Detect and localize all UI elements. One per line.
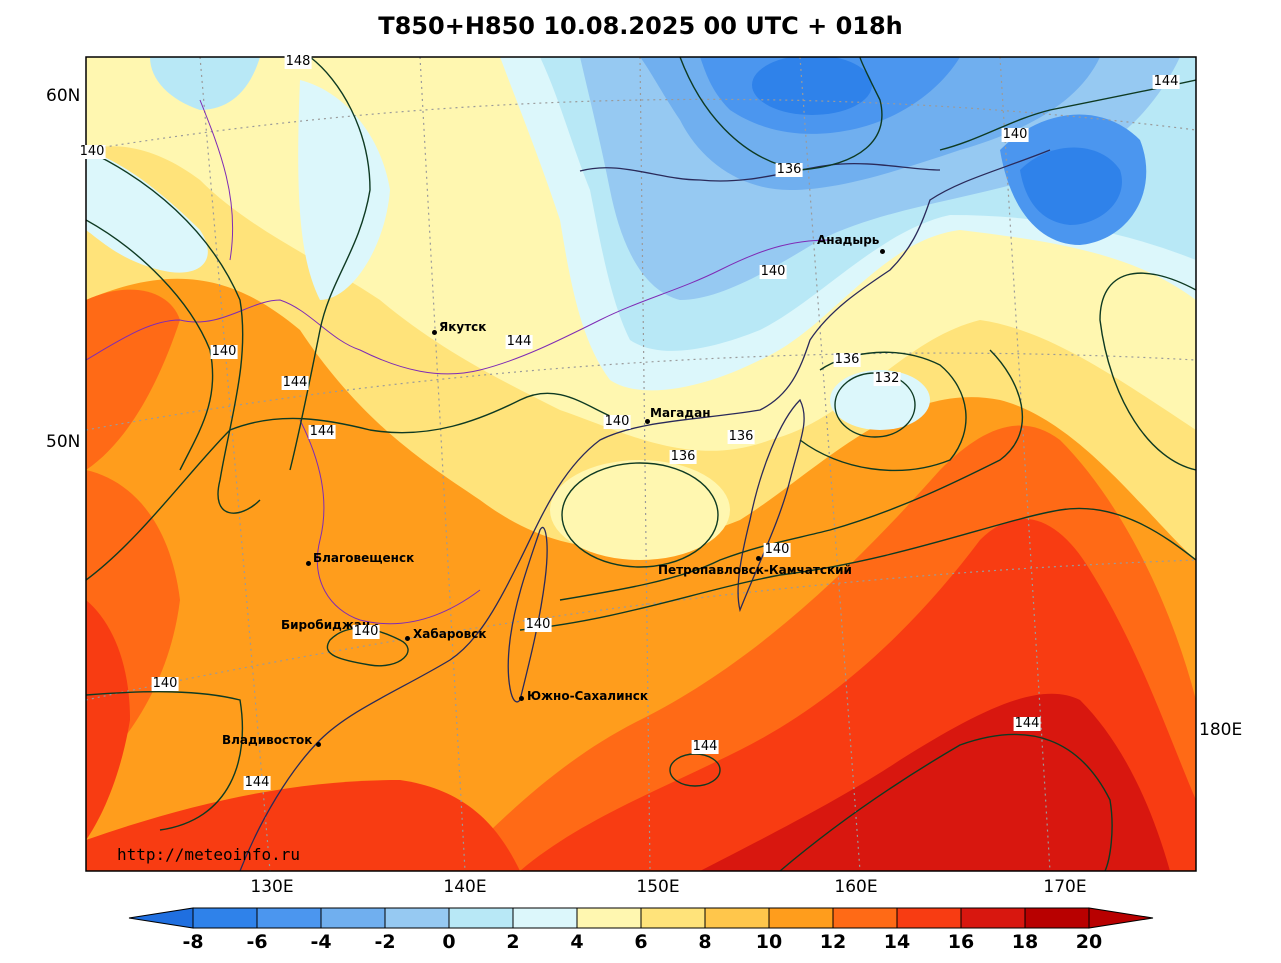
city-vladivostok: Владивосток	[222, 733, 313, 747]
contour-label: 140	[1001, 127, 1029, 142]
colorbar-cell	[576, 907, 642, 929]
colorbar-cell	[640, 907, 706, 929]
colorbar-max-arrow	[1088, 907, 1154, 929]
city-yuzhno-sakhalinsk: Южно-Сахалинск	[527, 689, 649, 703]
city-marker	[432, 330, 437, 335]
contour-label: 144	[243, 775, 271, 790]
colorbar-cell	[512, 907, 578, 929]
map-frame	[85, 56, 1197, 872]
contour-label: 136	[669, 449, 697, 464]
contour-label: 136	[833, 352, 861, 367]
colorbar	[128, 907, 1154, 929]
contour-label: 140	[524, 617, 552, 632]
colorbar-cell	[384, 907, 450, 929]
colorbar-cell	[896, 907, 962, 929]
contour-label: 140	[352, 624, 380, 639]
city-marker	[519, 696, 524, 701]
lon-label-130e: 130E	[250, 877, 294, 897]
colorbar-cell	[704, 907, 770, 929]
contour-label: 144	[1013, 716, 1041, 731]
contour-label: 144	[308, 424, 336, 439]
colorbar-tick-label: -6	[246, 931, 268, 953]
colorbar-cell	[320, 907, 386, 929]
contour-label: 140	[210, 344, 238, 359]
colorbar-tick-label: 14	[883, 931, 911, 953]
temperature-field	[86, 57, 1196, 871]
contour-label: 140	[78, 144, 106, 159]
city-blagoveshchensk: Благовещенск	[313, 551, 415, 565]
colorbar-cell	[256, 907, 322, 929]
contour-label: 140	[759, 264, 787, 279]
colorbar-tick-label: 20	[1075, 931, 1103, 953]
colorbar-tick-label: 18	[1011, 931, 1039, 953]
graticule	[86, 57, 1196, 871]
contour-label: 144	[281, 375, 309, 390]
colorbar-tick-label: 8	[698, 931, 712, 953]
colorbar-tick-label: 2	[506, 931, 520, 953]
colorbar-tick-label: 0	[442, 931, 456, 953]
city-khabarovsk: Хабаровск	[413, 627, 487, 641]
city-petropavlovsk: Петропавловск-Камчатский	[658, 563, 852, 577]
colorbar-cell	[448, 907, 514, 929]
colorbar-tick-label: -8	[182, 931, 204, 953]
lon-label-140e: 140E	[443, 877, 487, 897]
contour-label: 136	[727, 429, 755, 444]
colorbar-tick-label: 4	[570, 931, 584, 953]
colorbar-tick-label: 10	[755, 931, 783, 953]
city-marker	[645, 419, 650, 424]
city-anadyr: Анадырь	[817, 233, 880, 247]
colorbar-cell	[768, 907, 834, 929]
contour-label: 144	[1152, 74, 1180, 89]
colorbar-cell	[832, 907, 898, 929]
city-marker	[316, 742, 321, 747]
colorbar-tick-label: 12	[819, 931, 847, 953]
lon-label-160e: 160E	[834, 877, 878, 897]
contour-label: 140	[763, 542, 791, 557]
lon-label-150e: 150E	[636, 877, 680, 897]
city-magadan: Магадан	[650, 406, 711, 420]
source-url: http://meteoinfo.ru	[117, 845, 301, 864]
lon-label-180e: 180E	[1199, 720, 1243, 740]
lat-label-50n: 50N	[46, 432, 81, 452]
geopotential-contours	[86, 57, 1196, 871]
contour-label: 132	[873, 371, 901, 386]
contour-label: 148	[284, 54, 312, 69]
colorbar-cell	[1024, 907, 1090, 929]
contour-label: 144	[505, 334, 533, 349]
contour-label: 136	[775, 162, 803, 177]
colorbar-tick-label: 16	[947, 931, 975, 953]
city-birobidzhan: Биробиджан	[281, 618, 371, 632]
contour-label: 144	[691, 739, 719, 754]
colorbar-cell	[192, 907, 258, 929]
coastlines	[239, 149, 1051, 871]
colorbar-tick-label: 6	[634, 931, 648, 953]
colorbar-tick-label: -2	[374, 931, 396, 953]
city-marker	[405, 636, 410, 641]
lat-label-60n: 60N	[46, 86, 81, 106]
city-marker	[756, 556, 761, 561]
map-title: T850+H850 10.08.2025 00 UTC + 018h	[378, 12, 903, 40]
contour-label: 140	[151, 676, 179, 691]
city-yakutsk: Якутск	[439, 320, 487, 334]
lon-label-170e: 170E	[1043, 877, 1087, 897]
city-marker	[306, 561, 311, 566]
city-marker	[880, 249, 885, 254]
contour-label: 140	[603, 414, 631, 429]
colorbar-min-arrow	[128, 907, 194, 929]
colorbar-tick-label: -4	[310, 931, 332, 953]
colorbar-cell	[960, 907, 1026, 929]
